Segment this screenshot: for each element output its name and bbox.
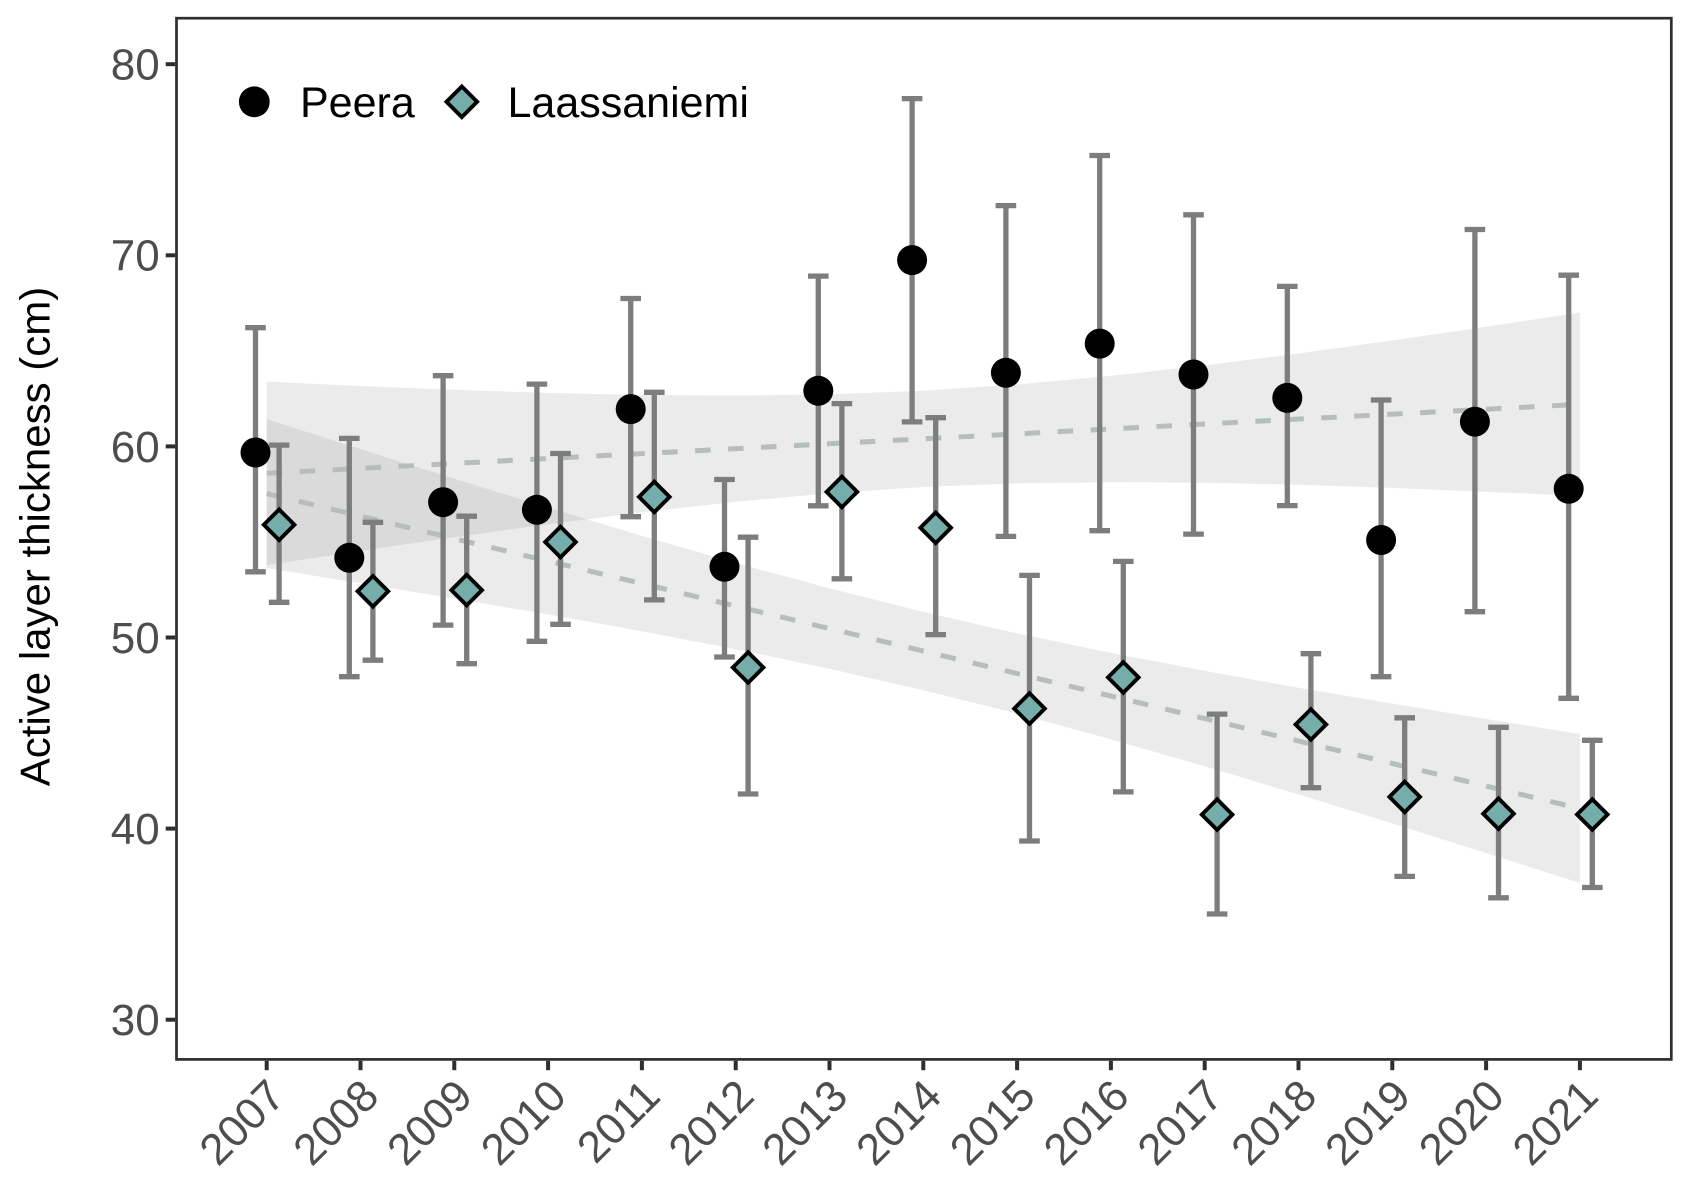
svg-text:30: 30	[111, 996, 160, 1045]
svg-text:40: 40	[111, 805, 160, 854]
svg-text:Peera: Peera	[300, 79, 415, 127]
svg-text:60: 60	[111, 423, 160, 472]
svg-text:50: 50	[111, 614, 160, 663]
svg-text:Active layer thickness (cm): Active layer thickness (cm)	[12, 287, 59, 786]
svg-text:80: 80	[111, 41, 160, 90]
svg-text:Laassaniemi: Laassaniemi	[508, 79, 749, 127]
svg-text:70: 70	[111, 232, 160, 281]
